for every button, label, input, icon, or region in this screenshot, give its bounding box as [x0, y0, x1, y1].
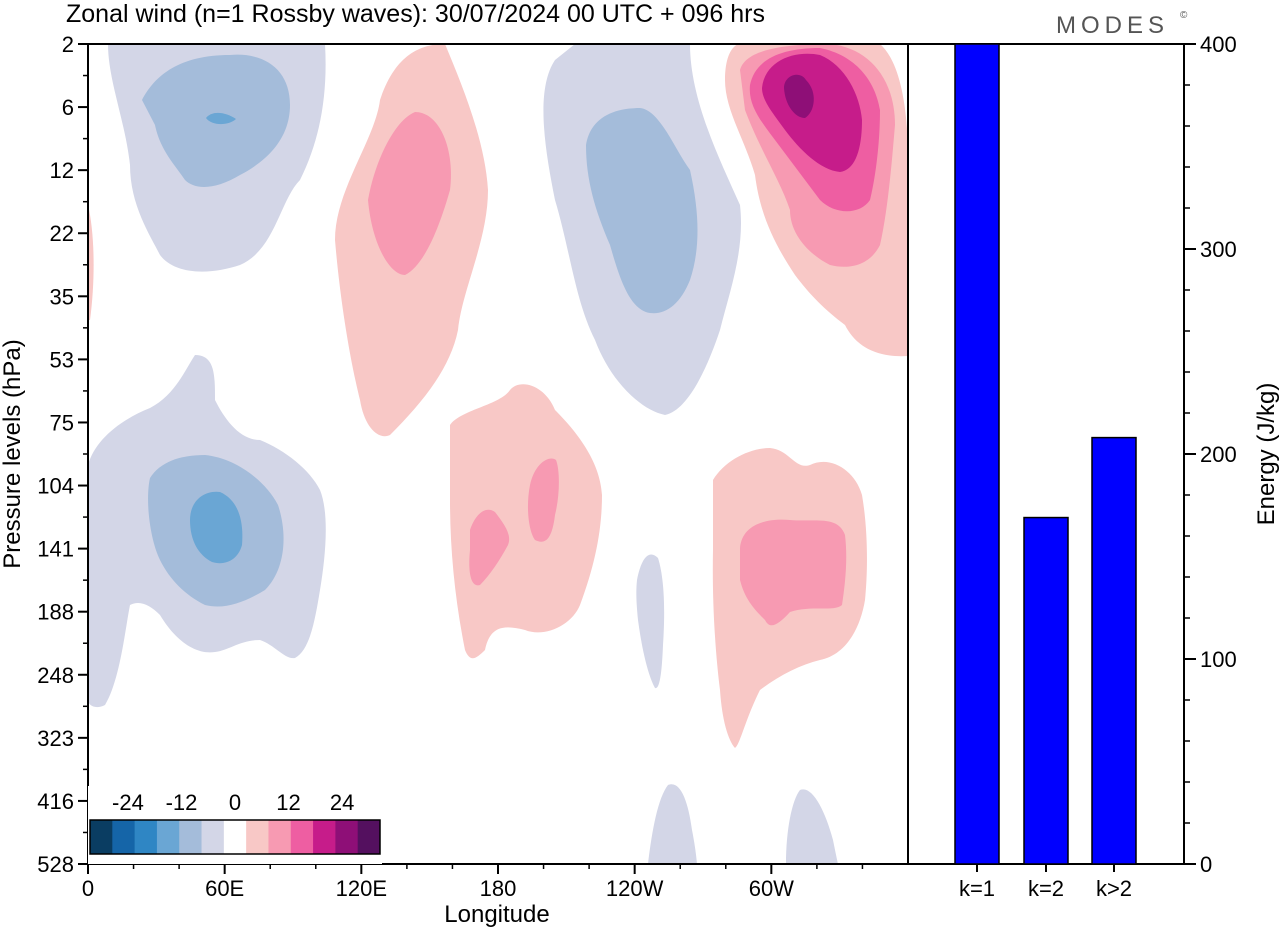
- contour-neg-ul-15: [206, 112, 236, 125]
- colorbar-swatch: [268, 820, 292, 854]
- energy-bar-1: [954, 43, 1000, 865]
- contour-pos-lc-10: [469, 509, 510, 586]
- colorbar-swatch: [112, 820, 136, 854]
- colorbar-swatch: [223, 820, 247, 854]
- bar-y-tick-label: 400: [1200, 32, 1237, 57]
- bar-y-label: Energy (J/kg): [1253, 383, 1280, 526]
- colorbar-swatch: [335, 820, 359, 854]
- bar-category-label: k=1: [959, 876, 995, 901]
- colorbar-swatch: [90, 820, 113, 854]
- energy-bar-chart: k=1 k=2 k>2 0 100 200 300 400: [907, 32, 1237, 901]
- contour-neg-lc-5: [636, 554, 665, 689]
- colorbar-legend: -24 -12 0 12 24: [88, 786, 382, 864]
- contour-pos-lc-10b: [527, 458, 559, 542]
- y-tick-label: 416: [37, 789, 74, 814]
- colorbar-swatch: [156, 820, 180, 854]
- x-tick-label: 60W: [749, 876, 794, 901]
- x-tick-label: 120W: [606, 876, 664, 901]
- modes-logo: MODES: [1056, 12, 1169, 39]
- x-tick-label: 0: [82, 876, 94, 901]
- y-tick-label: 528: [37, 852, 74, 877]
- y-tick-label: 6: [62, 95, 74, 120]
- contour-neg-ll-15: [190, 491, 243, 564]
- chart-title: Zonal wind (n=1 Rossby waves): 30/07/202…: [66, 0, 765, 28]
- contour-pos-lr-10: [740, 519, 847, 626]
- contour-pos-edge-5: [88, 205, 94, 320]
- contour-neg-uc-10: [586, 108, 698, 314]
- colorbar-frame: [89, 819, 381, 855]
- x-tick-label: 180: [480, 876, 517, 901]
- y-tick-label: 104: [37, 474, 74, 499]
- contour-pos-ur-25: [784, 74, 814, 118]
- bar-y-tick-label: 100: [1200, 647, 1237, 672]
- y-tick-label: 53: [50, 347, 74, 372]
- y-tick-label: 2: [62, 32, 74, 57]
- energy-bar-2: [1023, 516, 1069, 865]
- x-tick-label: 60E: [205, 876, 244, 901]
- y-tick-label: 75: [50, 410, 74, 435]
- y-tick-label: 141: [37, 537, 74, 562]
- colorbar-label: 0: [229, 790, 241, 815]
- logo-copyright-mark: ©: [1180, 10, 1188, 21]
- heatmap-x-axis: 0 60E 120E 180 120W 60W: [82, 864, 864, 901]
- colorbar-swatch: [313, 820, 336, 854]
- colorbar-label: -24: [112, 790, 144, 815]
- colorbar-swatch: [179, 820, 203, 854]
- contour-pos-uc-10: [368, 112, 451, 275]
- bar-category-label: k>2: [1096, 876, 1132, 901]
- contour-pos-lc-5: [450, 384, 602, 659]
- contour-neg-b2-5: [786, 789, 838, 864]
- contour-neg-b1-5: [648, 784, 697, 864]
- energy-bar-3: [1091, 436, 1137, 865]
- y-tick-label: 22: [50, 221, 74, 246]
- heatmap-y-label: Pressure levels (hPa): [0, 339, 26, 568]
- colorbar-label: 12: [276, 790, 300, 815]
- y-tick-label: 248: [37, 663, 74, 688]
- zonal-wind-field: [88, 44, 908, 864]
- y-tick-label: 12: [50, 158, 74, 183]
- colorbar-swatch: [246, 820, 269, 854]
- bar-category-label: k=2: [1028, 876, 1064, 901]
- colorbar-swatch: [201, 820, 225, 854]
- bar-y-tick-label: 300: [1200, 237, 1237, 262]
- y-tick-label: 323: [37, 726, 74, 751]
- x-tick-label: 120E: [336, 876, 387, 901]
- colorbar-label: -12: [166, 790, 198, 815]
- y-tick-label: 188: [37, 600, 74, 625]
- colorbar-swatch: [357, 820, 381, 854]
- heatmap-y-axis: 2 6 12 22 35 53 75 104 141 188 248 323 416 528: [37, 32, 88, 877]
- colorbar-swatch: [134, 820, 158, 854]
- colorbar-swatch: [290, 820, 314, 854]
- y-tick-label: 35: [50, 284, 74, 309]
- heatmap-x-label: Longitude: [444, 901, 549, 928]
- bar-y-tick-label: 200: [1200, 442, 1237, 467]
- colorbar-label: 24: [330, 790, 354, 815]
- bar-y-tick-label: 0: [1200, 852, 1212, 877]
